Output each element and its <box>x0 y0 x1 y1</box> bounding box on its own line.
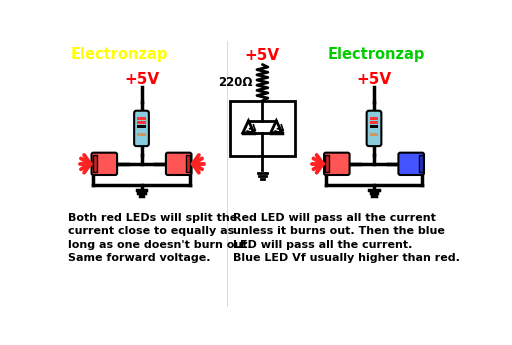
Text: Electronzap: Electronzap <box>328 47 425 62</box>
Text: 220Ω: 220Ω <box>219 76 253 89</box>
Bar <box>137 121 146 124</box>
Bar <box>370 137 378 140</box>
Bar <box>370 129 378 132</box>
Bar <box>370 117 378 120</box>
Polygon shape <box>243 121 254 133</box>
Bar <box>137 137 146 140</box>
Bar <box>186 155 190 172</box>
Polygon shape <box>271 121 282 133</box>
Bar <box>230 101 295 156</box>
FancyBboxPatch shape <box>367 111 381 146</box>
FancyBboxPatch shape <box>92 153 117 175</box>
Bar <box>137 117 146 120</box>
Text: Red LED will pass all the current
unless it burns out. Then the blue
LED will pa: Red LED will pass all the current unless… <box>233 213 460 263</box>
FancyBboxPatch shape <box>398 153 424 175</box>
Bar <box>370 121 378 124</box>
Text: +5V: +5V <box>245 48 280 63</box>
Bar <box>325 155 329 172</box>
Bar <box>370 133 378 136</box>
Bar <box>137 129 146 132</box>
FancyBboxPatch shape <box>166 153 191 175</box>
FancyBboxPatch shape <box>324 153 350 175</box>
Text: Electronzap: Electronzap <box>70 47 167 62</box>
FancyBboxPatch shape <box>134 111 149 146</box>
Bar <box>137 125 146 128</box>
Text: Both red LEDs will split the
current close to equally as
long as one doesn't bur: Both red LEDs will split the current clo… <box>68 213 251 263</box>
Bar <box>137 133 146 136</box>
Bar <box>93 155 97 172</box>
Bar <box>370 125 378 128</box>
Text: +5V: +5V <box>124 72 159 87</box>
Text: +5V: +5V <box>356 72 392 87</box>
Bar <box>419 155 423 172</box>
